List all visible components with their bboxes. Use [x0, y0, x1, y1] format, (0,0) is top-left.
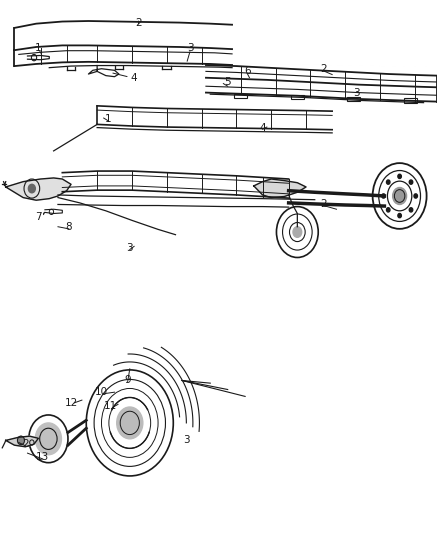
Circle shape	[398, 174, 401, 179]
Circle shape	[409, 180, 413, 184]
Circle shape	[293, 227, 302, 237]
Text: 13: 13	[36, 453, 49, 463]
Circle shape	[35, 423, 61, 455]
Circle shape	[117, 407, 143, 439]
Circle shape	[382, 194, 385, 198]
Text: 2: 2	[22, 439, 28, 449]
Text: 7: 7	[35, 212, 42, 222]
Text: 3: 3	[127, 243, 133, 253]
Circle shape	[392, 188, 406, 205]
Polygon shape	[6, 436, 39, 447]
Text: 6: 6	[244, 67, 251, 76]
Circle shape	[386, 208, 390, 212]
Circle shape	[18, 436, 25, 445]
Circle shape	[398, 214, 401, 217]
Text: 3: 3	[187, 43, 194, 53]
Text: 10: 10	[95, 387, 108, 397]
Circle shape	[414, 194, 417, 198]
Text: 5: 5	[224, 77, 231, 87]
Text: 2: 2	[320, 64, 327, 74]
Circle shape	[386, 180, 390, 184]
Polygon shape	[254, 179, 306, 198]
Text: 1: 1	[105, 114, 111, 124]
Text: 2: 2	[320, 199, 327, 209]
Text: 8: 8	[66, 222, 72, 232]
Text: 4: 4	[131, 72, 138, 83]
Polygon shape	[6, 178, 71, 200]
Text: 2: 2	[135, 18, 142, 28]
Text: 11: 11	[103, 401, 117, 411]
Text: 3: 3	[353, 87, 360, 98]
Circle shape	[409, 208, 413, 212]
Text: 1: 1	[35, 43, 42, 53]
Text: 9: 9	[124, 375, 131, 385]
Text: 3: 3	[183, 435, 190, 445]
Circle shape	[28, 184, 35, 193]
Text: 4: 4	[259, 123, 266, 133]
Text: 12: 12	[64, 398, 78, 408]
